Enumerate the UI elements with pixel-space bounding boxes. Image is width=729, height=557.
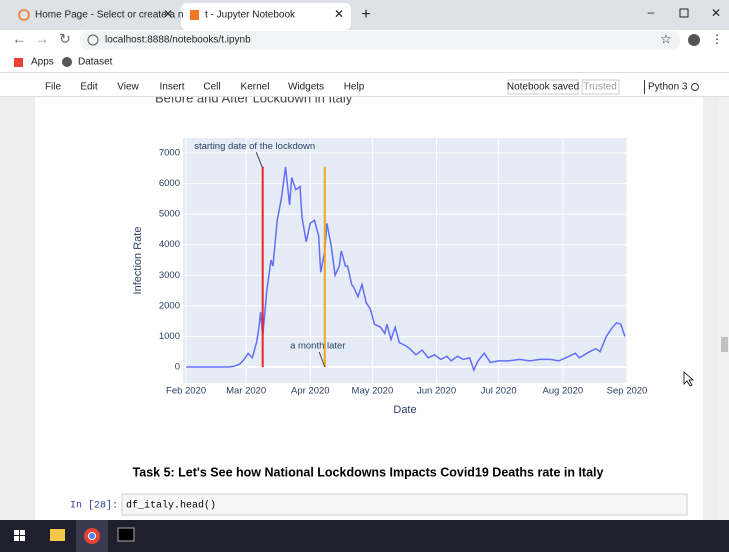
bookmark-star[interactable]: ☆ [660, 31, 672, 46]
y-tick-label: 2000 [159, 300, 180, 311]
menu-item[interactable]: Widgets [288, 82, 324, 93]
menu-item[interactable]: View [117, 82, 139, 93]
divider [0, 96, 729, 97]
y-tick-label: 6000 [159, 178, 180, 189]
kernel-name: Python 3 [648, 82, 688, 93]
x-tick-label: Aug 2020 [542, 386, 583, 397]
forward[interactable]: → [35, 31, 49, 47]
bookmark[interactable]: Apps [31, 57, 54, 68]
close-window[interactable]: ✕ [711, 6, 721, 20]
y-tick-label: 7000 [159, 148, 180, 159]
chrome-icon [88, 532, 96, 540]
apps-icon [14, 58, 23, 67]
x-tick-label: May 2020 [352, 386, 394, 397]
menu-item[interactable]: Insert [159, 82, 184, 93]
scroll-thumb[interactable] [721, 337, 728, 352]
menu-dots[interactable]: ⋮ [711, 32, 723, 46]
status-box [507, 79, 579, 95]
start[interactable] [20, 536, 25, 541]
y-tick-label: 1000 [159, 331, 180, 342]
x-tick-label: Jul 2020 [481, 386, 517, 397]
tab-icon [190, 10, 199, 20]
url: localhost:8888/notebooks/t.ipynb [105, 35, 251, 46]
tab-active[interactable] [181, 3, 351, 30]
y-tick-label: 4000 [159, 239, 180, 250]
scrollbar[interactable] [719, 96, 729, 520]
menu-item[interactable]: Cell [203, 82, 220, 93]
taskbar [0, 520, 729, 552]
explorer[interactable] [50, 529, 65, 541]
tab-close[interactable]: ✕ [334, 7, 344, 21]
reload[interactable]: ↻ [59, 31, 71, 47]
y-tick-label: 0 [175, 362, 180, 373]
tab[interactable] [10, 3, 180, 30]
bookmark[interactable]: Dataset [78, 57, 113, 68]
section-heading: Task 5: Let's See how National Lockdowns… [133, 465, 604, 479]
x-tick-label: Feb 2020 [166, 386, 206, 397]
annotation: starting date of the lockdown [194, 141, 315, 152]
code-cell[interactable] [121, 493, 688, 516]
y-axis-label: Infection Rate [132, 227, 144, 295]
plot-area [183, 138, 627, 383]
notebook-status: Notebook saved [507, 82, 579, 93]
tab-title: Home Page - Select or create a n [35, 10, 183, 21]
profile[interactable] [688, 34, 700, 46]
x-tick-label: Jun 2020 [417, 386, 456, 397]
y-tick-label: 5000 [159, 209, 180, 220]
address-bar[interactable] [80, 31, 680, 50]
start[interactable] [14, 530, 19, 535]
divider [0, 72, 729, 73]
x-tick-label: Sep 2020 [607, 386, 648, 397]
mouse-cursor [683, 371, 695, 387]
x-axis-label: Date [393, 404, 416, 416]
jupyter-menubar [0, 73, 729, 97]
tab-icon [18, 9, 30, 21]
start[interactable] [14, 536, 19, 541]
menu-item[interactable]: Help [344, 82, 365, 93]
kernel-indicator [691, 83, 699, 91]
tab-close[interactable]: ✕ [163, 7, 173, 21]
restore[interactable] [679, 8, 689, 18]
terminal[interactable] [117, 527, 135, 542]
annotation: a month later [290, 341, 345, 352]
divider [644, 80, 645, 94]
code-text: df_italy.head() [126, 500, 216, 512]
bookmark-icon [62, 57, 72, 67]
trust-status[interactable]: Trusted [583, 82, 617, 93]
annotation-arrow [255, 152, 264, 169]
info-icon [87, 34, 99, 46]
bookmarks-bar [0, 52, 729, 72]
start[interactable] [20, 530, 25, 535]
back[interactable]: ← [12, 31, 26, 47]
annotation-arrow [318, 351, 326, 368]
tab-title: t - Jupyter Notebook [205, 10, 296, 21]
new-tab[interactable]: + [361, 6, 370, 23]
y-tick-label: 3000 [159, 270, 180, 281]
trust-box[interactable] [581, 79, 620, 95]
x-tick-label: Mar 2020 [226, 386, 266, 397]
menu-item[interactable]: File [45, 82, 62, 93]
x-tick-label: Apr 2020 [291, 386, 330, 397]
minimize[interactable]: – [648, 5, 655, 19]
menu-item[interactable]: Edit [80, 82, 97, 93]
series-line [186, 166, 626, 373]
menu-item[interactable]: Kernel [241, 82, 270, 93]
cell-prompt: In [28]: [70, 500, 118, 512]
